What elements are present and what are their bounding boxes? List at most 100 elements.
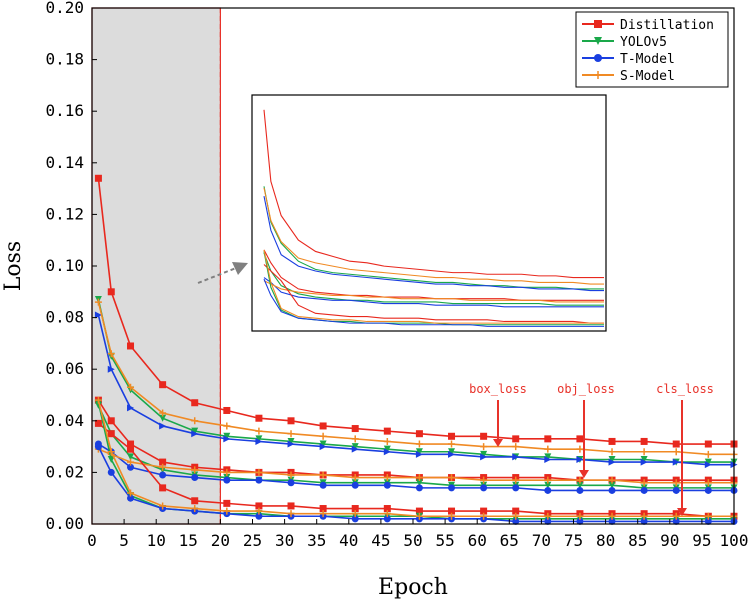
data-point [94, 174, 102, 182]
data-point [512, 476, 520, 484]
data-point [223, 476, 231, 484]
data-point [383, 505, 391, 513]
data-point [415, 448, 423, 456]
inset-series-line [263, 277, 604, 308]
data-point [576, 481, 584, 489]
data-point [94, 419, 102, 427]
data-point [287, 479, 295, 487]
data-point [448, 512, 456, 520]
data-point [127, 404, 135, 412]
y-tick-label: 0.18 [45, 50, 84, 69]
data-point [287, 510, 295, 518]
x-tick-label: 95 [692, 531, 711, 550]
data-point [512, 453, 520, 461]
annotation-obj-loss: obj_loss [557, 382, 615, 396]
data-point [223, 499, 231, 507]
data-point [608, 486, 616, 494]
x-tick-label: 60 [468, 531, 487, 550]
data-point [594, 37, 602, 45]
data-point [191, 427, 199, 435]
data-point [640, 517, 648, 525]
data-point [448, 450, 456, 458]
data-point [191, 430, 199, 438]
series-line [97, 446, 734, 523]
inset-series-s-model-cls-loss [263, 249, 604, 324]
data-point [191, 505, 199, 513]
data-point [576, 445, 584, 453]
data-point [594, 20, 602, 28]
data-point [704, 512, 712, 520]
data-point [576, 517, 584, 525]
annotation-arrowhead [493, 439, 503, 447]
data-point [223, 468, 231, 476]
x-tick-label: 0 [87, 531, 97, 550]
x-tick-label: 80 [596, 531, 615, 550]
data-point [640, 437, 648, 445]
data-point [576, 435, 584, 443]
annotation-cls-loss: cls_loss [656, 382, 714, 396]
data-point [159, 409, 167, 417]
data-point [319, 422, 327, 430]
data-point [594, 71, 602, 79]
data-point [480, 484, 488, 492]
data-point [107, 365, 115, 373]
inset-series-line [263, 280, 604, 303]
data-point [448, 448, 456, 456]
inset-series-line [263, 278, 604, 327]
legend-label: T-Model [620, 52, 675, 67]
data-point [287, 437, 295, 445]
x-tick-label: 75 [564, 531, 583, 550]
data-point [576, 476, 584, 484]
data-point [351, 435, 359, 443]
data-point [159, 381, 167, 389]
data-point [672, 458, 680, 466]
data-point [480, 443, 488, 451]
data-point [704, 440, 712, 448]
data-point [415, 450, 423, 458]
data-point [544, 481, 552, 489]
data-point [319, 481, 327, 489]
zoom-inset [251, 94, 607, 332]
x-tick-label: 30 [275, 531, 294, 550]
data-point [351, 425, 359, 433]
data-point [159, 422, 167, 430]
data-point [608, 437, 616, 445]
data-point [383, 515, 391, 523]
y-tick-label: 0.20 [45, 0, 84, 17]
series-line [97, 178, 734, 445]
inset-series-yolov5-box-loss [263, 186, 604, 290]
data-point [640, 456, 648, 463]
series-line [97, 399, 734, 518]
data-point [415, 479, 423, 487]
x-tick-label: 90 [660, 531, 679, 550]
y-tick-label: 0.00 [45, 514, 84, 533]
x-axis-title: Epoch [378, 575, 448, 600]
data-point [159, 471, 167, 479]
data-point [608, 456, 616, 463]
inset-series-t-model-box-loss [263, 195, 604, 292]
data-point [512, 507, 520, 515]
data-point [672, 512, 680, 520]
data-point [640, 458, 648, 466]
data-point [127, 453, 135, 461]
series-line [98, 448, 734, 484]
data-point [512, 517, 520, 525]
data-point [127, 463, 135, 471]
data-point [351, 481, 359, 489]
y-tick-label: 0.08 [45, 308, 84, 327]
data-point [640, 512, 648, 520]
data-point [704, 458, 712, 466]
data-point [512, 435, 520, 443]
legend-label: S-Model [620, 69, 675, 84]
x-tick-label: 15 [179, 531, 198, 550]
inset-series-line [263, 109, 604, 279]
data-point [223, 432, 231, 440]
inset-series-line [263, 249, 604, 301]
data-point [159, 463, 167, 471]
series-layer [94, 174, 738, 525]
data-point [127, 489, 135, 497]
y-tick-label: 0.02 [45, 462, 84, 481]
data-point [544, 445, 552, 453]
legend-label: YOLOv5 [620, 35, 667, 50]
annotations: box_loss obj_loss cls_loss [469, 382, 714, 516]
